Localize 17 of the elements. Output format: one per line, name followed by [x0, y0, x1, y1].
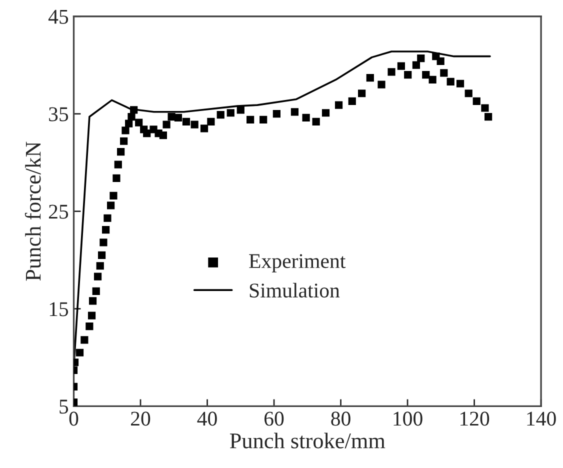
- x-tick-label: 100: [394, 412, 422, 426]
- legend-label: Simulation: [250, 282, 340, 298]
- y-tick-label: 15: [50, 302, 68, 316]
- x-axis-title: Punch stroke/mm: [230, 432, 386, 448]
- x-tick-label: 120: [460, 412, 490, 426]
- y-axis-title: Punch force/kN: [24, 142, 41, 281]
- x-tick-label: 80: [331, 412, 350, 426]
- x-tick-label: 0: [69, 412, 78, 426]
- y-tick-label: 5: [60, 400, 68, 414]
- x-tick-label: 40: [197, 412, 217, 426]
- y-tick-label: 35: [49, 107, 68, 122]
- x-tick-label: 60: [264, 412, 284, 426]
- y-tick-label: 25: [48, 204, 68, 219]
- x-tick-label: 20: [131, 412, 150, 426]
- x-tick-label: 140: [527, 412, 556, 426]
- y-tick-label: 45: [48, 10, 68, 24]
- legend-label: Experiment: [249, 254, 346, 272]
